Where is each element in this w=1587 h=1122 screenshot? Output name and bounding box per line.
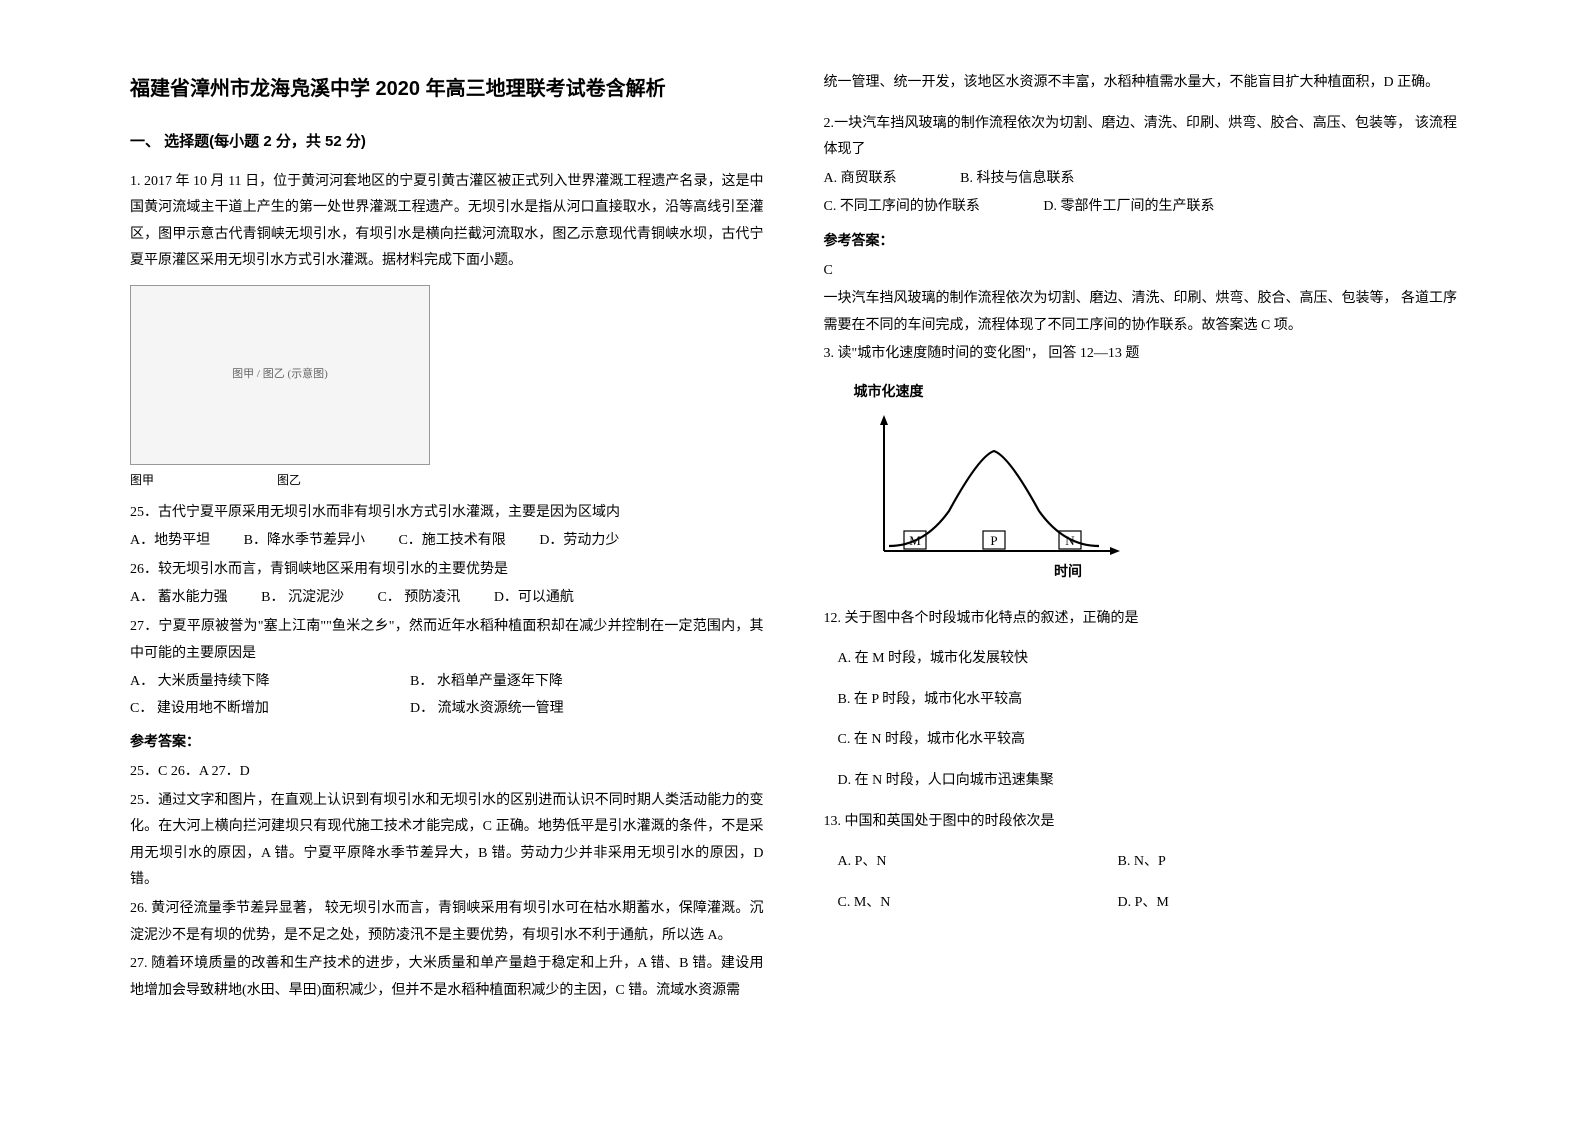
q25-opt-b: B．降水季节差异小 [244,533,365,548]
q25-opt-a: A．地势平坦 [130,533,210,548]
q13-opt-a: A. P、N [838,849,1118,876]
q2-options-row2: C. 不同工序间的协作联系 D. 零部件工厂间的生产联系 [824,194,1458,221]
q27-opt-c: C． 建设用地不断增加 [130,696,410,723]
q1-stem: 1. 2017 年 10 月 11 日，位于黄河河套地区的宁夏引黄古灌区被正式列… [130,169,764,275]
q26-opt-b: B． 沉淀泥沙 [261,590,344,605]
q1-explain27-part1: 27. 随着环境质量的改善和生产技术的进步，大米质量和单产量趋于稳定和上升，A … [130,951,764,1004]
chart-svg: M P N 时间 [854,411,1134,591]
q12-opt-c: C. 在 N 时段，城市化水平较高 [838,727,1458,754]
q26-stem: 26．较无坝引水而言，青铜峡地区采用有坝引水的主要优势是 [130,557,764,584]
caption-left: 图甲 [130,473,154,487]
q26-opt-c: C． 预防凌汛 [377,590,460,605]
q2-opt-b: B. 科技与信息联系 [960,171,1074,186]
q2-opt-a: A. 商贸联系 [824,171,897,186]
q27-options-row2: C． 建设用地不断增加 D． 流域水资源统一管理 [130,696,764,723]
q27-options-row1: A． 大米质量持续下降 B． 水稻单产量逐年下降 [130,669,764,696]
q1-answer-line: 25．C 26．A 27．D [130,759,764,786]
q12-stem: 12. 关于图中各个时段城市化特点的叙述，正确的是 [824,606,1458,633]
q25-opt-c: C．施工技术有限 [398,533,505,548]
q1-answer-heading: 参考答案： [130,728,764,755]
left-column: 福建省漳州市龙海凫溪中学 2020 年高三地理联考试卷含解析 一、 选择题(每小… [100,70,794,1082]
q2-answer-heading: 参考答案： [824,227,1458,254]
q1-explain25: 25．通过文字和图片，在直观上认识到有坝引水和无坝引水的区别进而认识不同时期人类… [130,788,764,894]
q13-opt-b: B. N、P [1118,849,1166,876]
q1-explain27-part2: 统一管理、统一开发，该地区水资源不丰富，水稻种植需水量大，不能盲目扩大种植面积，… [824,70,1458,97]
q13-options-row2: C. M、N D. P、M [838,890,1458,917]
q27-opt-b: B． 水稻单产量逐年下降 [410,669,563,696]
y-axis-arrow [880,415,888,425]
caption-right: 图乙 [277,473,301,487]
section-heading: 一、 选择题(每小题 2 分，共 52 分) [130,128,764,157]
q26-options: A． 蓄水能力强 B． 沉淀泥沙 C． 预防凌汛 D．可以通航 [130,585,764,612]
label-m: M [909,533,921,548]
q2-opt-d: D. 零部件工厂间的生产联系 [1043,199,1214,214]
q12-opt-a: A. 在 M 时段，城市化发展较快 [838,646,1458,673]
q12-opt-b: B. 在 P 时段，城市化水平较高 [838,687,1458,714]
q27-opt-d: D． 流域水资源统一管理 [410,696,564,723]
chart-curve [889,451,1099,546]
q3-stem: 3. 读"城市化速度随时间的变化图"， 回答 12—13 题 [824,341,1458,368]
q26-opt-a: A． 蓄水能力强 [130,590,228,605]
figure-placeholder: 图甲 / 图乙 (示意图) [130,285,430,465]
q2-answer: C [824,258,1458,285]
q13-stem: 13. 中国和英国处于图中的时段依次是 [824,809,1458,836]
q27-stem: 27．宁夏平原被誉为"塞上江南""鱼米之乡"，然而近年水稻种植面积却在减少并控制… [130,614,764,667]
q1-explain26: 26. 黄河径流量季节差异显著， 较无坝引水而言，青铜峡采用有坝引水可在枯水期蓄… [130,896,764,949]
q2-explain: 一块汽车挡风玻璃的制作流程依次为切割、磨边、清洗、印刷、烘弯、胶合、高压、包装等… [824,286,1458,339]
x-axis-label: 时间 [1054,563,1082,580]
chart-title: 城市化速度 [854,378,1458,405]
x-axis-arrow [1110,547,1120,555]
right-column: 统一管理、统一开发，该地区水资源不丰富，水稻种植需水量大，不能盲目扩大种植面积，… [794,70,1488,1082]
q25-stem: 25．古代宁夏平原采用无坝引水而非有坝引水方式引水灌溉，主要是因为区域内 [130,500,764,527]
page-title: 福建省漳州市龙海凫溪中学 2020 年高三地理联考试卷含解析 [130,70,764,108]
q25-options: A．地势平坦 B．降水季节差异小 C．施工技术有限 D．劳动力少 [130,528,764,555]
q2-stem: 2.一块汽车挡风玻璃的制作流程依次为切割、磨边、清洗、印刷、烘弯、胶合、高压、包… [824,111,1458,164]
q12-opt-d: D. 在 N 时段，人口向城市迅速集聚 [838,768,1458,795]
q13-options-row1: A. P、N B. N、P [838,849,1458,876]
q13-opt-c: C. M、N [838,890,1118,917]
q2-options-row1: A. 商贸联系 B. 科技与信息联系 [824,166,1458,193]
q2-opt-c: C. 不同工序间的协作联系 [824,199,980,214]
q25-opt-d: D．劳动力少 [539,533,619,548]
q13-opt-d: D. P、M [1118,890,1169,917]
figure-caption: 图甲 图乙 [130,469,764,492]
urbanization-chart: 城市化速度 M P N 时间 [854,378,1458,591]
q27-opt-a: A． 大米质量持续下降 [130,669,410,696]
q26-opt-d: D．可以通航 [494,590,574,605]
label-p: P [990,533,997,548]
label-n: N [1065,533,1075,548]
